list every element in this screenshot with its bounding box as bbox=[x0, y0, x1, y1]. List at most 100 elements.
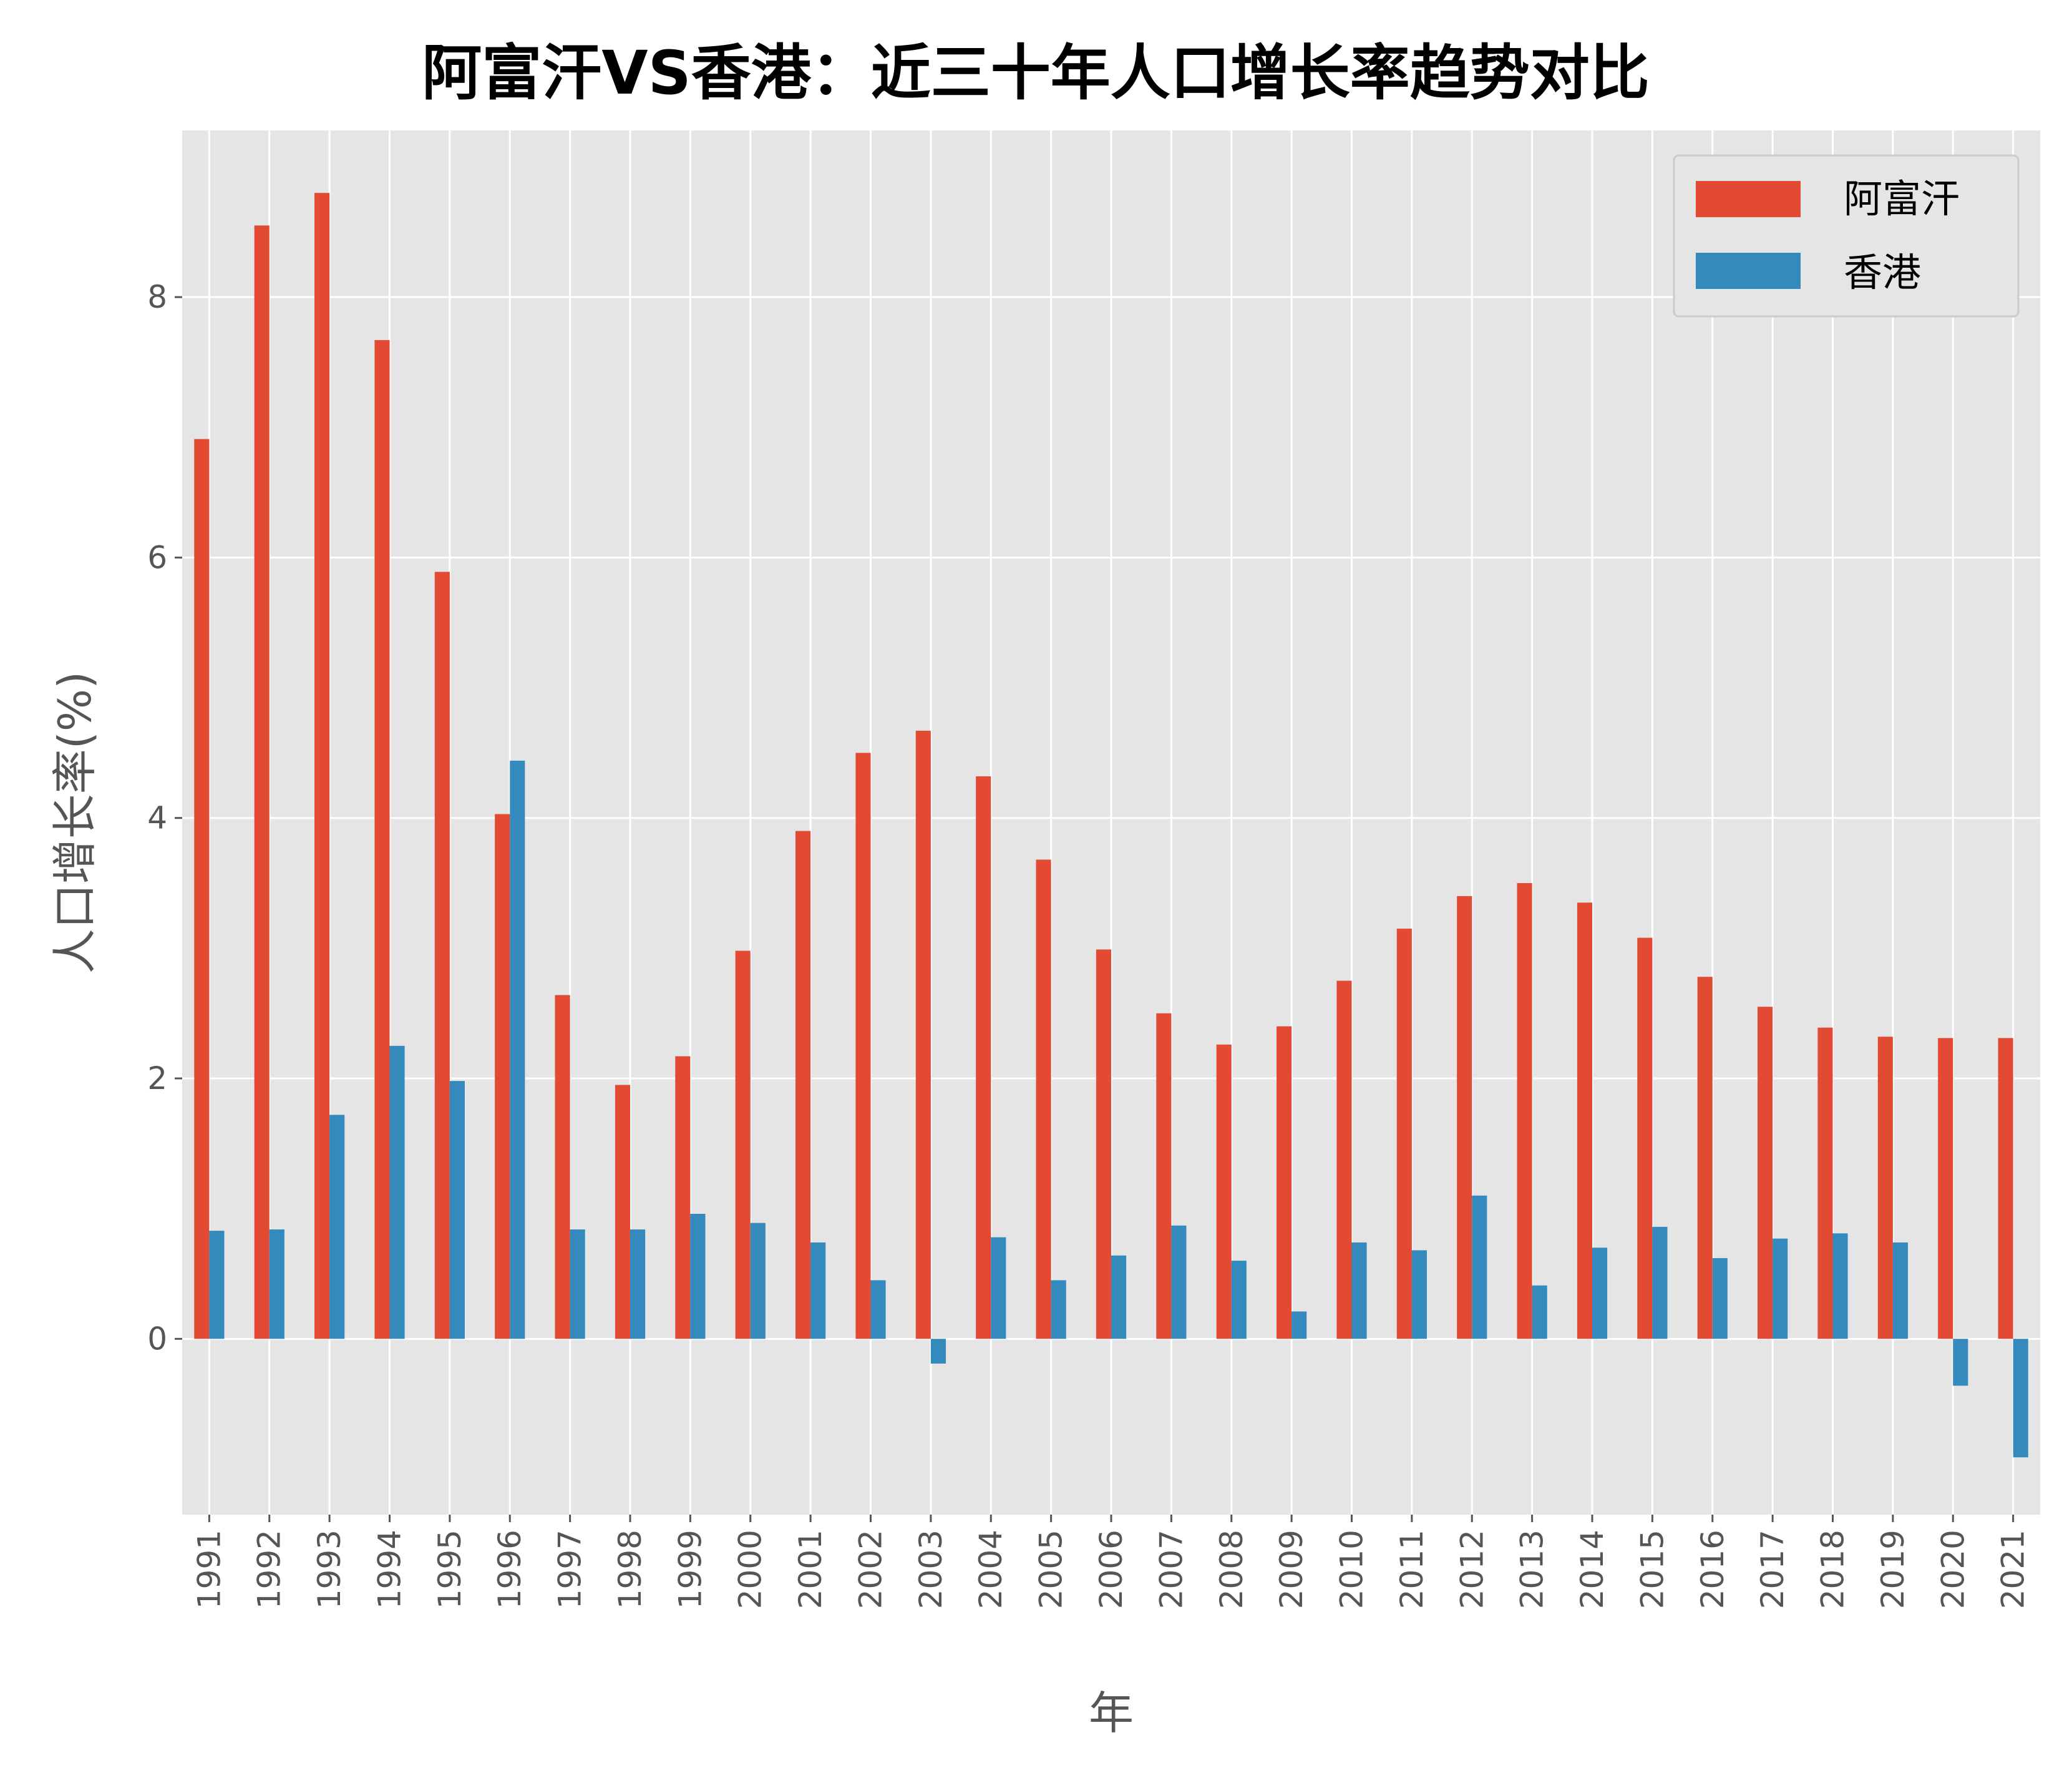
bar-hongkong-2005 bbox=[1051, 1280, 1066, 1339]
bar-afghanistan-2016 bbox=[1697, 977, 1713, 1339]
bar-hongkong-2013 bbox=[1532, 1285, 1547, 1339]
legend-label-afghanistan: 阿富汗 bbox=[1844, 176, 1960, 222]
bar-hongkong-2018 bbox=[1832, 1233, 1848, 1339]
bar-afghanistan-2001 bbox=[795, 831, 811, 1339]
bar-hongkong-2007 bbox=[1171, 1225, 1187, 1339]
bar-afghanistan-1997 bbox=[555, 995, 570, 1339]
bar-hongkong-2011 bbox=[1411, 1250, 1427, 1339]
bar-afghanistan-2019 bbox=[1877, 1037, 1893, 1339]
x-tick-label: 2013 bbox=[1514, 1530, 1550, 1609]
x-tick-label: 2020 bbox=[1935, 1530, 1971, 1609]
bar-afghanistan-2006 bbox=[1096, 949, 1111, 1339]
y-tick-label: 2 bbox=[147, 1060, 167, 1096]
bar-afghanistan-1999 bbox=[675, 1056, 691, 1339]
bar-afghanistan-2014 bbox=[1577, 902, 1593, 1339]
bar-afghanistan-2002 bbox=[855, 753, 871, 1339]
x-tick-label: 2010 bbox=[1334, 1530, 1370, 1609]
bar-hongkong-1994 bbox=[389, 1045, 405, 1339]
y-tick-label: 8 bbox=[147, 279, 167, 315]
x-tick-label: 1999 bbox=[672, 1530, 708, 1609]
legend-swatch-hongkong bbox=[1696, 253, 1801, 289]
bar-hongkong-2009 bbox=[1291, 1311, 1307, 1339]
bar-afghanistan-2013 bbox=[1517, 883, 1532, 1339]
bar-hongkong-1991 bbox=[209, 1231, 225, 1339]
legend-swatch-afghanistan bbox=[1696, 181, 1801, 217]
bar-afghanistan-1994 bbox=[374, 339, 390, 1339]
x-tick-label: 2011 bbox=[1394, 1530, 1430, 1609]
bar-hongkong-1993 bbox=[329, 1115, 345, 1339]
bar-afghanistan-2000 bbox=[735, 950, 751, 1339]
bar-afghanistan-1993 bbox=[314, 193, 330, 1339]
bar-afghanistan-2007 bbox=[1156, 1013, 1172, 1339]
bar-afghanistan-1992 bbox=[254, 225, 270, 1339]
bar-hongkong-2004 bbox=[991, 1237, 1006, 1339]
x-axis-label: 年 bbox=[1089, 1687, 1134, 1739]
bar-hongkong-2010 bbox=[1351, 1242, 1367, 1339]
x-tick-label: 2015 bbox=[1634, 1530, 1670, 1609]
x-tick-label: 2018 bbox=[1815, 1530, 1851, 1609]
x-tick-label: 2009 bbox=[1273, 1530, 1310, 1609]
bar-hongkong-2003 bbox=[930, 1339, 946, 1364]
x-tick-label: 2004 bbox=[973, 1530, 1009, 1609]
x-tick-label: 2002 bbox=[852, 1530, 888, 1609]
bar-hongkong-2017 bbox=[1773, 1238, 1788, 1339]
bar-hongkong-1997 bbox=[570, 1229, 585, 1339]
bar-afghanistan-1995 bbox=[434, 572, 450, 1339]
bar-hongkong-2002 bbox=[870, 1280, 886, 1339]
x-tick-label: 1994 bbox=[371, 1530, 407, 1609]
x-tick-label: 1992 bbox=[251, 1530, 288, 1609]
x-tick-label: 1996 bbox=[492, 1530, 528, 1609]
bar-hongkong-1998 bbox=[630, 1229, 646, 1339]
x-tick-label: 1998 bbox=[612, 1530, 648, 1609]
bar-afghanistan-1996 bbox=[495, 814, 510, 1339]
bar-afghanistan-2009 bbox=[1277, 1026, 1292, 1339]
x-tick-label: 1991 bbox=[191, 1530, 227, 1609]
x-tick-label: 1997 bbox=[552, 1530, 588, 1609]
bar-hongkong-2020 bbox=[1953, 1339, 1968, 1386]
bar-afghanistan-1991 bbox=[194, 439, 210, 1339]
legend-label-hongkong: 香港 bbox=[1844, 250, 1921, 295]
bar-afghanistan-2018 bbox=[1817, 1027, 1833, 1339]
bar-afghanistan-2004 bbox=[976, 776, 991, 1339]
y-tick-label: 6 bbox=[147, 539, 167, 575]
x-tick-label: 2017 bbox=[1754, 1530, 1791, 1609]
y-tick-label: 0 bbox=[147, 1321, 167, 1357]
bar-hongkong-2012 bbox=[1472, 1195, 1487, 1339]
x-tick-label: 2014 bbox=[1574, 1530, 1610, 1609]
x-tick-label: 2021 bbox=[1995, 1530, 2031, 1609]
bar-afghanistan-1998 bbox=[615, 1085, 630, 1339]
x-tick-label: 2007 bbox=[1153, 1530, 1189, 1609]
bar-afghanistan-2012 bbox=[1457, 896, 1472, 1339]
bar-afghanistan-2010 bbox=[1336, 980, 1352, 1339]
bar-afghanistan-2003 bbox=[915, 730, 931, 1339]
x-tick-label: 2019 bbox=[1875, 1530, 1911, 1609]
x-tick-label: 2012 bbox=[1454, 1530, 1490, 1609]
bar-afghanistan-2008 bbox=[1216, 1044, 1232, 1339]
bar-afghanistan-2011 bbox=[1396, 929, 1412, 1339]
bar-hongkong-2015 bbox=[1652, 1226, 1668, 1339]
bar-hongkong-2019 bbox=[1892, 1242, 1908, 1339]
bar-hongkong-1999 bbox=[690, 1214, 706, 1339]
x-tick-label: 2008 bbox=[1214, 1530, 1250, 1609]
x-tick-label: 2003 bbox=[913, 1530, 949, 1609]
chart-title: 阿富汗VS香港：近三十年人口增长率趋势对比 bbox=[422, 38, 1649, 108]
bar-hongkong-2000 bbox=[750, 1223, 766, 1339]
x-tick-label: 1993 bbox=[311, 1530, 348, 1609]
bar-hongkong-2001 bbox=[810, 1242, 826, 1339]
bar-hongkong-1996 bbox=[510, 760, 525, 1339]
bar-afghanistan-2005 bbox=[1036, 859, 1051, 1339]
bar-afghanistan-2017 bbox=[1758, 1007, 1773, 1339]
bar-hongkong-1995 bbox=[449, 1081, 465, 1339]
x-tick-label: 1995 bbox=[432, 1530, 468, 1609]
x-tick-label: 2006 bbox=[1093, 1530, 1129, 1609]
x-tick-label: 2016 bbox=[1695, 1530, 1731, 1609]
x-tick-label: 2000 bbox=[732, 1530, 769, 1609]
x-tick-label: 2001 bbox=[792, 1530, 829, 1609]
bar-hongkong-2016 bbox=[1712, 1258, 1728, 1339]
y-axis-label: 人口增长率(%) bbox=[49, 672, 101, 974]
bar-afghanistan-2015 bbox=[1637, 937, 1653, 1339]
bar-hongkong-2006 bbox=[1111, 1255, 1127, 1339]
legend: 阿富汗 香港 bbox=[1673, 154, 2020, 318]
y-tick-label: 4 bbox=[147, 800, 167, 836]
